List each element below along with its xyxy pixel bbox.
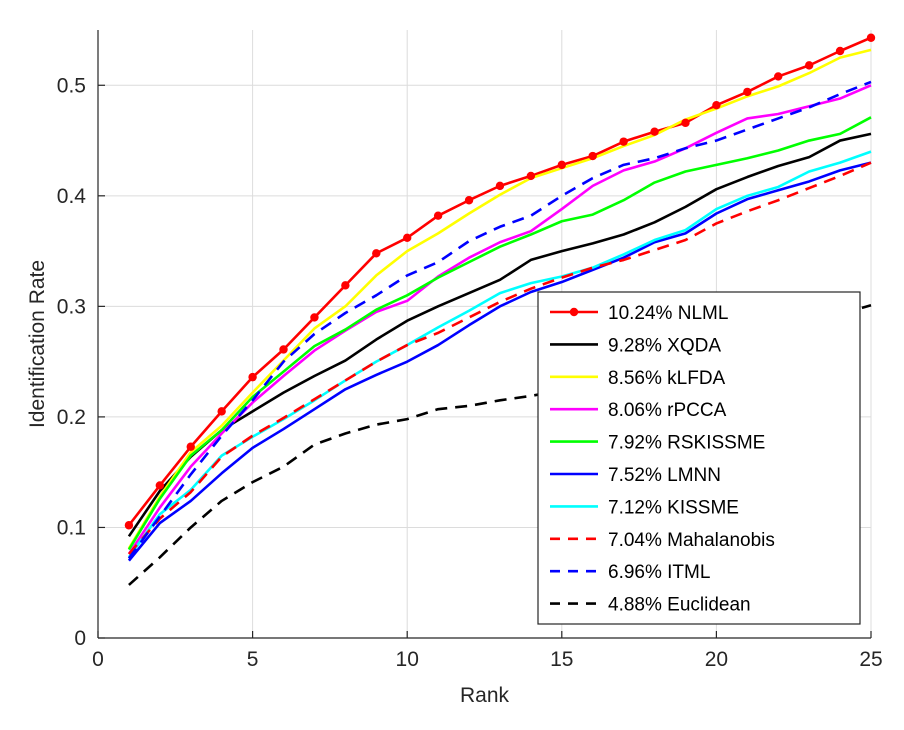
- series-marker: [681, 118, 690, 128]
- legend-marker: [569, 307, 579, 317]
- axes: [97, 30, 872, 639]
- legend-entry: 10.24% NLML: [608, 303, 728, 324]
- legend-entry: 7.92% RSKISSME: [608, 433, 765, 454]
- y-tick-label: 0.4: [57, 185, 87, 208]
- series-marker: [743, 87, 752, 97]
- y-tick-label: 0.3: [57, 295, 86, 318]
- legend-entry: 8.06% rPCCA: [608, 400, 727, 421]
- series-line-1: [127, 132, 872, 538]
- series-marker: [774, 72, 783, 81]
- legend-entry: 4.88% Euclidean: [608, 595, 751, 616]
- series-line-8: [127, 80, 872, 560]
- series-marker: [279, 345, 288, 354]
- series-marker: [248, 372, 257, 382]
- series-marker: [526, 171, 536, 181]
- x-tick-label: 20: [705, 648, 728, 671]
- plot-series: [124, 33, 876, 586]
- y-axis-title: Identification Rate: [26, 260, 49, 428]
- series-marker: [310, 313, 319, 322]
- series-marker: [186, 442, 195, 451]
- y-tick-label: 0.5: [57, 74, 86, 97]
- x-tick-label: 5: [247, 648, 259, 671]
- x-tick-label: 10: [396, 648, 419, 671]
- x-tick-label: 0: [92, 648, 104, 671]
- series-line-4: [127, 116, 872, 551]
- legend-entry: 8.56% kLFDA: [608, 368, 726, 389]
- series-marker: [464, 196, 474, 205]
- tick-labels: 0 5 10 15 20 25 0 0.1 0.2 0.3 0.4 0.5: [57, 74, 883, 671]
- y-tick-label: 0.1: [57, 516, 86, 539]
- legend: 10.24% NLML 9.28% XQDA 8.56% kLFDA 8.06% rP…: [537, 291, 861, 625]
- series-marker: [433, 211, 443, 220]
- series-marker: [495, 181, 505, 191]
- x-tick-label: 15: [550, 648, 573, 671]
- legend-entry: 6.96% ITML: [608, 562, 710, 583]
- series-marker: [835, 46, 845, 56]
- x-axis-title: Rank: [460, 684, 510, 707]
- y-tick-label: 0: [74, 627, 86, 650]
- series-marker: [403, 233, 412, 243]
- legend-entry: 7.52% LMNN: [608, 465, 721, 486]
- legend-box: [537, 291, 861, 625]
- series-marker: [124, 521, 134, 530]
- legend-entry: 7.04% Mahalanobis: [608, 530, 775, 551]
- legend-entry: 9.28% XQDA: [608, 335, 721, 356]
- series-line-9: [128, 304, 872, 586]
- series-marker: [155, 481, 165, 490]
- series-marker: [619, 137, 628, 146]
- series-marker: [557, 160, 566, 170]
- y-tick-label: 0.2: [57, 406, 86, 429]
- series-marker: [217, 407, 226, 416]
- series-marker: [650, 127, 659, 136]
- series-line-5: [127, 161, 872, 562]
- legend-entry: 7.12% KISSME: [608, 497, 739, 518]
- series-marker: [712, 100, 721, 110]
- x-tick-label: 25: [859, 648, 882, 671]
- series-marker: [372, 249, 381, 258]
- series-line-3: [127, 84, 872, 555]
- series-line-2: [127, 48, 872, 550]
- series-marker: [866, 33, 876, 42]
- series-marker: [341, 281, 350, 290]
- series-marker: [804, 61, 814, 70]
- series-marker: [588, 151, 597, 161]
